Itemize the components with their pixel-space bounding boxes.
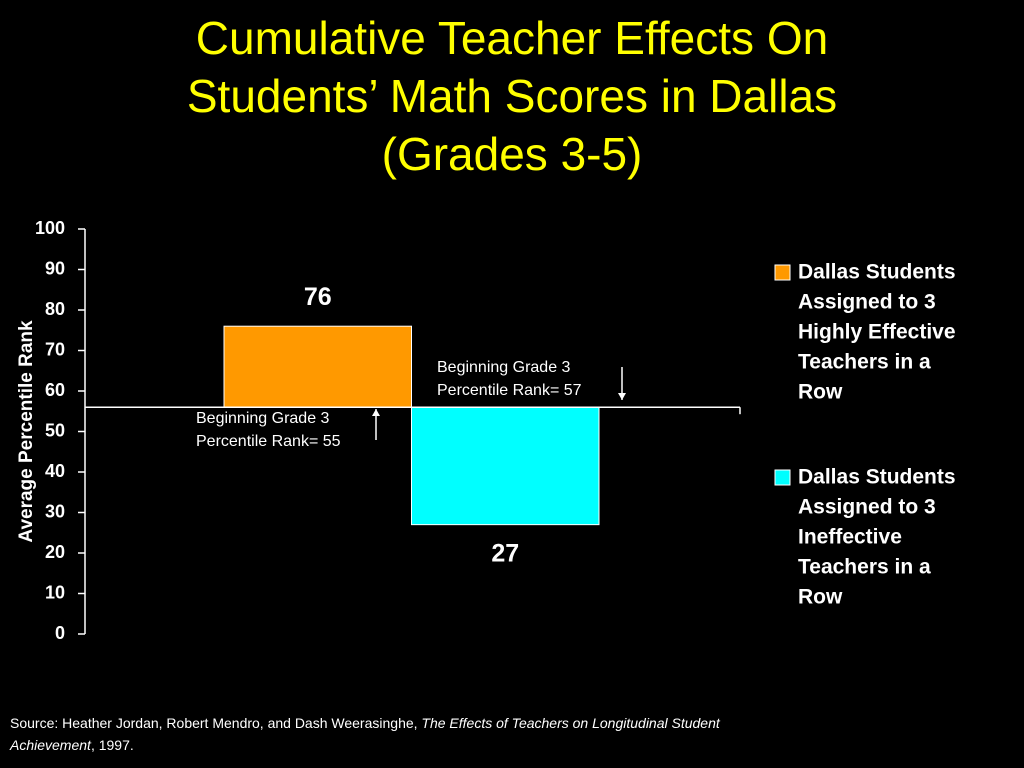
- legend-label: Highly Effective: [798, 321, 956, 344]
- annotation-arrowhead: [618, 393, 626, 400]
- y-tick-label: 90: [45, 258, 65, 278]
- legend-label: Teachers in a: [798, 351, 931, 374]
- y-tick-label: 40: [45, 461, 65, 481]
- y-tick-label: 20: [45, 542, 65, 562]
- source-suffix: , 1997.: [91, 737, 134, 753]
- y-axis-label: Average Percentile Rank: [16, 320, 37, 543]
- legend-label: Ineffective: [798, 526, 902, 549]
- source-title: The Effects of Teachers on Longitudinal …: [421, 715, 720, 731]
- legend-label: Dallas Students: [798, 261, 956, 284]
- y-tick-label: 80: [45, 299, 65, 319]
- source-line-1: Source: Heather Jordan, Robert Mendro, a…: [10, 715, 721, 731]
- legend-swatch: [774, 469, 791, 486]
- legend-label: Assigned to 3: [798, 496, 936, 519]
- y-tick-label: 50: [45, 420, 65, 440]
- y-tick-label: 30: [45, 501, 65, 521]
- bar: [223, 325, 412, 408]
- legend-label: Row: [798, 586, 843, 609]
- annotation: Beginning Grade 3: [196, 410, 330, 427]
- annotation: Percentile Rank= 55: [196, 433, 341, 450]
- legend-label: Dallas Students: [798, 466, 956, 489]
- source-prefix: Source: Heather Jordan, Robert Mendro, a…: [10, 715, 421, 731]
- y-tick-label: 0: [55, 623, 65, 643]
- value-label: 27: [491, 539, 519, 567]
- source-title: Achievement: [9, 737, 92, 753]
- value-label: 76: [304, 283, 332, 311]
- source-line-2: Achievement, 1997.: [9, 737, 134, 753]
- y-tick-label: 70: [45, 339, 65, 359]
- legend-label: Row: [798, 381, 843, 404]
- chart-title: Cumulative Teacher Effects On: [196, 12, 828, 64]
- y-tick-label: 10: [45, 582, 65, 602]
- y-tick-label: 100: [35, 218, 65, 238]
- annotation: Percentile Rank= 57: [437, 382, 582, 399]
- chart-title: (Grades 3-5): [382, 128, 643, 180]
- legend-label: Assigned to 3: [798, 291, 936, 314]
- annotation: Beginning Grade 3: [437, 359, 571, 376]
- y-tick-label: 60: [45, 380, 65, 400]
- annotation-arrowhead: [372, 409, 380, 416]
- chart-title: Students’ Math Scores in Dallas: [187, 70, 837, 122]
- bar: [411, 406, 600, 526]
- legend-swatch: [774, 264, 791, 281]
- legend-label: Teachers in a: [798, 556, 931, 579]
